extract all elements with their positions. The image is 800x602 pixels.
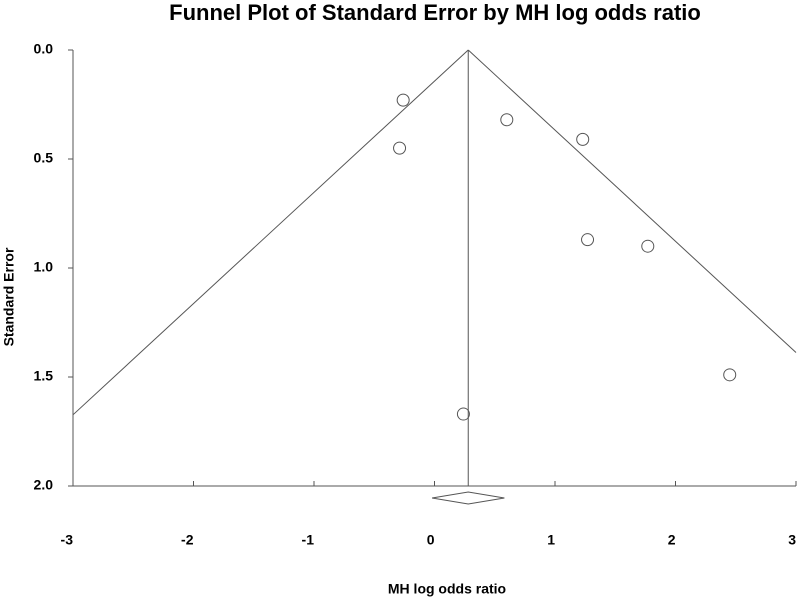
x-tick-label: 0 [427, 532, 435, 548]
study-point [393, 141, 407, 155]
x-tick-label: -3 [61, 532, 74, 548]
y-tick-label: 1.0 [34, 259, 54, 275]
y-tick-label: 0.0 [34, 41, 54, 57]
x-tick-label: -2 [181, 532, 194, 548]
study-point [723, 368, 737, 382]
y-axis-label: Standard Error [1, 247, 17, 346]
y-tick-label: 0.5 [34, 150, 54, 166]
x-tick-label: 2 [668, 532, 676, 548]
funnel-right [467, 49, 797, 353]
x-tick-label: -1 [302, 532, 315, 548]
y-tick-label: 1.5 [34, 368, 54, 384]
study-point [576, 132, 590, 146]
study-point [456, 407, 470, 421]
study-point [581, 233, 595, 247]
funnel-left [72, 49, 469, 416]
study-point [500, 113, 514, 127]
x-axis-label: MH log odds ratio [388, 581, 506, 597]
chart-title: Funnel Plot of Standard Error by MH log … [169, 0, 701, 25]
study-point [396, 93, 410, 107]
x-tick-label: 3 [788, 532, 796, 548]
study-point [641, 239, 655, 253]
x-tick-label: 1 [547, 532, 555, 548]
summary-diamond [432, 491, 505, 505]
y-tick-label: 2.0 [34, 477, 54, 493]
